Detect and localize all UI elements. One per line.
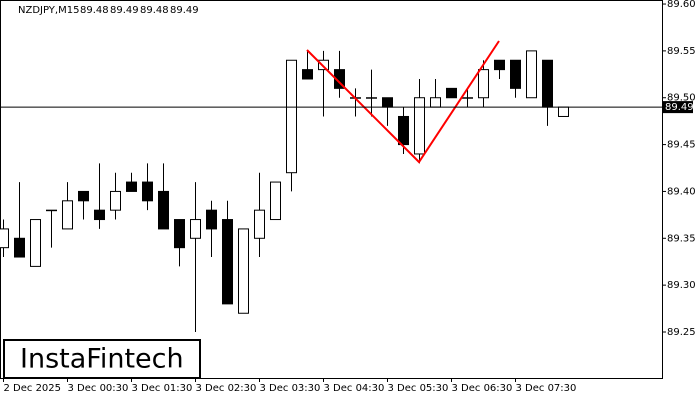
candle-body: [46, 209, 57, 212]
candle-body: [542, 59, 553, 108]
candle-body: [302, 69, 313, 80]
candle-body: [526, 50, 537, 99]
candles: [0, 50, 569, 332]
ohlc-high: 89.49: [110, 5, 139, 16]
candle-body: [398, 115, 409, 146]
candle-body: [446, 87, 457, 99]
ohlc-close: 89.49: [170, 5, 199, 16]
candle-body: [62, 200, 73, 230]
candle-body: [254, 209, 265, 239]
candle-body: [78, 190, 89, 202]
candle-body: [0, 228, 9, 249]
candle-body: [30, 219, 41, 267]
logo-box: [3, 339, 201, 379]
x-tick-label: 3 Dec 00:30: [68, 383, 129, 394]
candle-body: [366, 97, 377, 99]
candle-body: [222, 219, 233, 305]
candle-body: [270, 181, 281, 221]
chart-title: NZDJPY,M15: [18, 5, 79, 16]
candle-body: [206, 209, 217, 230]
candle-body: [318, 59, 329, 71]
candle-body: [414, 97, 425, 155]
y-tick-label: 89.35: [667, 233, 696, 244]
candle-body: [190, 219, 201, 239]
candle-body: [494, 59, 505, 71]
y-tick-label: 89.50: [667, 93, 696, 104]
candle-body: [382, 97, 393, 108]
candle-body: [558, 106, 569, 117]
ohlc-open: 89.48: [80, 5, 109, 16]
candle-body: [286, 59, 297, 174]
candle-body: [14, 237, 25, 258]
x-tick-label: 3 Dec 02:30: [196, 383, 257, 394]
candle-body: [158, 190, 169, 230]
x-tick-label: 3 Dec 04:30: [324, 383, 385, 394]
x-tick-label: 3 Dec 03:30: [260, 383, 321, 394]
x-tick-label: 2 Dec 2025: [4, 383, 62, 394]
candle-body: [430, 97, 441, 108]
current-price-box: [663, 101, 693, 114]
candle-body: [238, 228, 249, 314]
candle-body: [110, 190, 121, 211]
y-tick-label: 89.45: [667, 140, 696, 151]
x-tick-label: 3 Dec 01:30: [132, 383, 193, 394]
candle-body: [94, 209, 105, 221]
candle-body: [126, 181, 137, 192]
candle-body: [334, 69, 345, 89]
candle-body: [174, 219, 185, 249]
x-tick-label: 3 Dec 07:30: [516, 383, 577, 394]
candle-body: [478, 69, 489, 99]
y-tick-label: 89.55: [667, 46, 696, 57]
candle-body: [462, 97, 473, 99]
y-tick-label: 89.30: [667, 280, 696, 291]
pattern-line: [306, 40, 500, 164]
y-tick-label: 89.40: [667, 186, 696, 197]
candle-body: [142, 181, 153, 202]
ohlc-low: 89.48: [140, 5, 169, 16]
candle-body: [510, 59, 521, 89]
x-tick-label: 3 Dec 06:30: [452, 383, 513, 394]
logo: InstaFintech: [20, 344, 184, 375]
current-price-label: 89.49: [665, 102, 694, 113]
y-tick-label: 89.60: [667, 0, 696, 10]
y-tick-label: 89.25: [667, 327, 696, 338]
x-tick-label: 3 Dec 05:30: [388, 383, 449, 394]
